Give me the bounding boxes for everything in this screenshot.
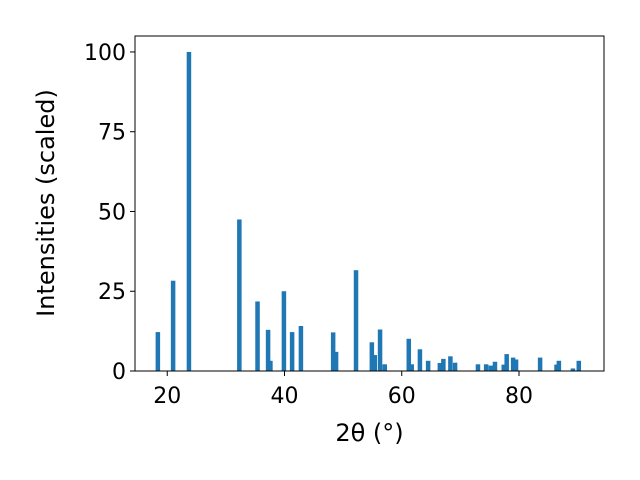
bar-32: [513, 359, 519, 371]
bar-8: [289, 332, 295, 371]
x-tick-label-3: 80: [505, 384, 533, 409]
x-tick-label-1: 40: [270, 384, 298, 409]
bar-18: [409, 364, 414, 371]
bar-3: [237, 219, 242, 371]
bar-29: [501, 364, 506, 371]
bar-17: [406, 338, 412, 371]
bar-26: [483, 364, 489, 371]
bar-19: [417, 349, 423, 371]
bar-13: [369, 342, 375, 371]
y-tick-label-3: 75: [98, 121, 126, 146]
x-tick-label-0: 20: [153, 384, 181, 409]
bar-35: [556, 360, 562, 371]
bar-14: [372, 355, 378, 371]
y-tick-label-0: 0: [112, 360, 126, 385]
y-tick-label-1: 25: [98, 280, 126, 305]
x-tick-label-2: 60: [388, 384, 416, 409]
bar-22: [441, 358, 446, 371]
bar-12: [353, 270, 359, 371]
bars-group: [155, 51, 582, 371]
bar-7: [281, 291, 287, 371]
bar-34: [554, 364, 559, 371]
bar-0: [155, 332, 161, 371]
y-axis-ticks: 0 25 50 75 100: [84, 41, 135, 385]
bar-6: [268, 360, 273, 371]
bar-2: [186, 51, 192, 371]
bar-36: [570, 368, 576, 371]
bar-16: [382, 364, 387, 371]
bar-15: [377, 329, 383, 371]
plot-frame: [134, 35, 605, 372]
bar-21: [437, 363, 443, 371]
bar-20: [425, 360, 431, 371]
bar-5: [265, 329, 271, 371]
x-axis-label: 2θ (°): [335, 419, 403, 447]
bar-27: [488, 365, 494, 371]
bar-37: [576, 360, 582, 371]
bar-23: [448, 356, 453, 371]
x-axis-ticks: 20 40 60 80: [153, 371, 533, 409]
bar-30: [504, 354, 509, 371]
bar-28: [492, 361, 498, 371]
bar-31: [510, 357, 516, 371]
y-axis-label: Intensities (scaled): [32, 89, 60, 317]
y-tick-label-2: 50: [98, 200, 126, 225]
bar-1: [170, 280, 176, 371]
bar-33: [537, 357, 543, 371]
bar-9: [298, 326, 304, 371]
bar-10: [330, 332, 336, 371]
bar-4: [255, 301, 260, 371]
bar-11: [333, 351, 339, 371]
bar-25: [475, 364, 481, 371]
y-tick-label-4: 100: [84, 41, 126, 66]
bar-24: [452, 362, 458, 371]
